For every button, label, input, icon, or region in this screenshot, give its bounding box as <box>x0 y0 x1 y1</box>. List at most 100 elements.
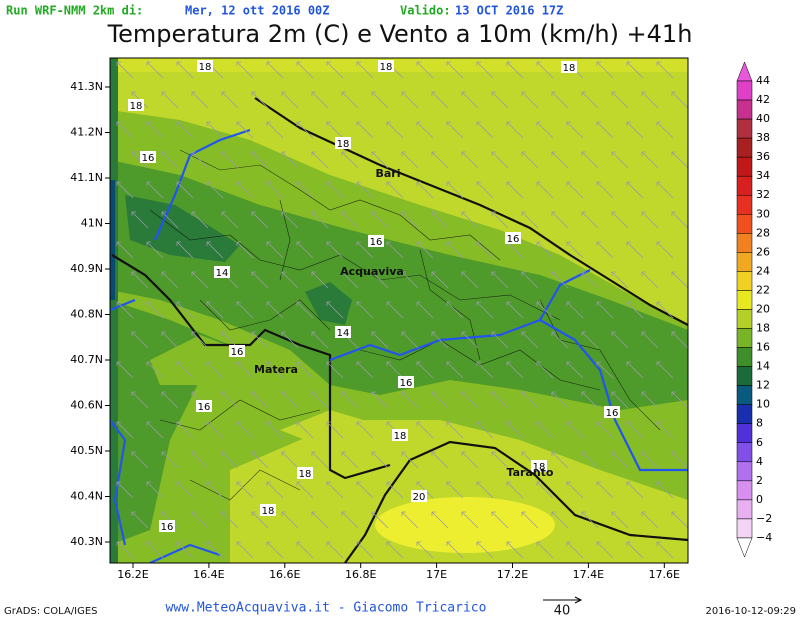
wind-arrow <box>596 421 614 439</box>
wind-arrow <box>626 61 644 79</box>
wind-arrow <box>551 271 569 289</box>
contour-label-bg <box>297 467 313 479</box>
wind-arrow <box>446 541 464 559</box>
wind-arrow <box>146 361 164 379</box>
wind-arrow <box>491 91 509 109</box>
wind-arrow <box>251 391 269 409</box>
contour-label: 16 <box>606 408 619 419</box>
contour-label-bg <box>604 406 620 418</box>
wind-arrow <box>536 421 554 439</box>
colorbar-label: 18 <box>756 322 770 335</box>
colorbar-label: 44 <box>756 74 770 87</box>
wind-arrow <box>566 541 584 559</box>
wind-arrow <box>416 421 434 439</box>
wind-arrow <box>596 301 614 319</box>
run-label: Run WRF-NMM 2km di: <box>6 4 143 18</box>
wind-arrow <box>341 511 359 529</box>
wind-arrow <box>566 421 584 439</box>
wind-arrow <box>296 301 314 319</box>
wind-arrow <box>311 271 329 289</box>
wind-arrow <box>536 361 554 379</box>
wind-arrow <box>521 391 539 409</box>
contour-label-bg <box>260 504 276 516</box>
wind-arrow <box>551 151 569 169</box>
lat-label: 41.2N <box>70 126 103 139</box>
wind-arrow <box>401 451 419 469</box>
map-frame <box>109 57 689 564</box>
wind-arrow <box>176 181 194 199</box>
wind-arrow <box>656 241 674 259</box>
colorbar-band <box>736 233 753 253</box>
wind-arrow <box>176 481 194 499</box>
contour-label: 18 <box>337 139 350 150</box>
wind-arrow <box>536 541 554 559</box>
contour-label: 20 <box>413 492 426 503</box>
wind-arrow <box>311 451 329 469</box>
wind-arrow <box>206 421 224 439</box>
lat-label: 40.3N <box>70 535 103 548</box>
wind-arrow <box>146 181 164 199</box>
wind-arrow <box>656 361 674 379</box>
wind-arrow <box>596 121 614 139</box>
lat-label: 40.7N <box>70 353 103 366</box>
colorbar-band <box>736 347 753 367</box>
colorbar-label: 32 <box>756 188 770 201</box>
wind-arrow <box>641 211 659 229</box>
wind-arrow <box>581 511 599 529</box>
wind-arrow <box>461 331 479 349</box>
wind-arrow <box>491 451 509 469</box>
wind-arrow <box>341 391 359 409</box>
wind-arrow <box>461 91 479 109</box>
wind-arrow <box>401 511 419 529</box>
contour-label-bg <box>196 400 212 412</box>
wind-arrow <box>506 181 524 199</box>
wind-arrow <box>371 271 389 289</box>
colorbar-band <box>736 499 753 520</box>
wind-arrow <box>446 61 464 79</box>
contour-label-bg <box>335 326 351 338</box>
wind-arrow <box>266 121 284 139</box>
wind-arrow <box>521 271 539 289</box>
wind-arrow <box>611 451 629 469</box>
wind-arrow <box>311 391 329 409</box>
lon-label: 16.6E <box>269 568 300 581</box>
wind-arrow <box>266 361 284 379</box>
wind-arrow <box>641 511 659 529</box>
colorbar-band <box>736 80 753 101</box>
colorbar-band <box>736 328 753 348</box>
contour-label-bg <box>411 490 427 502</box>
contour-label-bg <box>140 151 156 163</box>
wind-arrow <box>251 91 269 109</box>
wind-arrow <box>326 301 344 319</box>
valid-label: Valido: <box>400 4 451 18</box>
wind-arrow <box>131 271 149 289</box>
wind-arrow <box>461 271 479 289</box>
wind-arrow <box>131 211 149 229</box>
wind-arrow <box>626 541 644 559</box>
wind-arrow <box>281 331 299 349</box>
wind-arrow <box>476 61 494 79</box>
wind-arrow <box>596 241 614 259</box>
colorbar-label: 12 <box>756 379 770 392</box>
wind-arrow <box>446 361 464 379</box>
wind-arrow <box>506 301 524 319</box>
wind-arrow <box>386 121 404 139</box>
wind-arrow <box>236 181 254 199</box>
wind-arrow <box>191 451 209 469</box>
colorbar-band <box>736 118 753 139</box>
colorbar-band <box>736 137 753 158</box>
wind-arrow <box>461 451 479 469</box>
wind-arrow <box>356 421 374 439</box>
wind-arrow <box>416 241 434 259</box>
colorbar-band <box>736 271 753 291</box>
colorbar-band <box>736 252 753 272</box>
wind-arrow <box>326 61 344 79</box>
wind-arrow <box>191 211 209 229</box>
wind-arrow <box>251 211 269 229</box>
wind-arrow <box>116 61 134 79</box>
wind-arrow <box>551 451 569 469</box>
wind-arrow <box>536 241 554 259</box>
wind-arrow <box>611 271 629 289</box>
colorbar-label: −2 <box>756 512 772 525</box>
colorbar-label: 36 <box>756 150 770 163</box>
